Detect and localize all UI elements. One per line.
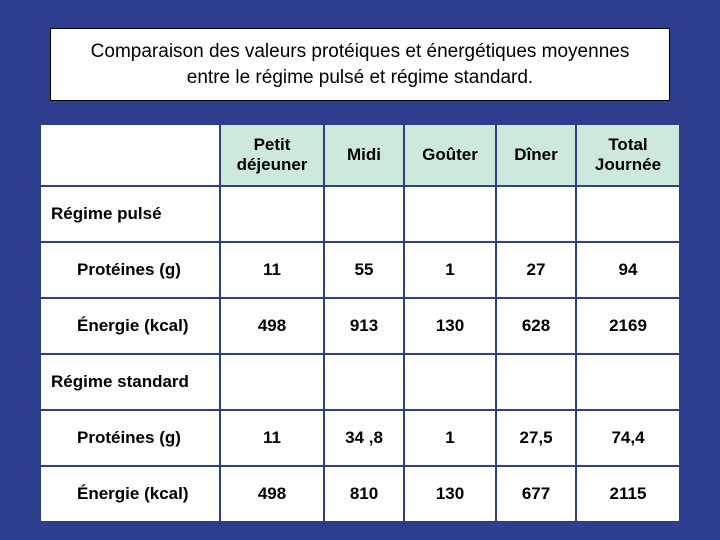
table-row: Protéines (g) 11 34 ,8 1 27,5 74,4 xyxy=(40,410,680,466)
cell: 74,4 xyxy=(576,410,680,466)
cell: 130 xyxy=(404,466,496,522)
cell-empty xyxy=(404,186,496,242)
table-header-total: Total Journée xyxy=(576,124,680,186)
cell: 1 xyxy=(404,242,496,298)
section-heading: Régime standard xyxy=(40,354,220,410)
cell: 2169 xyxy=(576,298,680,354)
table-header-blank xyxy=(40,124,220,186)
cell-empty xyxy=(324,186,404,242)
table-row: Protéines (g) 11 55 1 27 94 xyxy=(40,242,680,298)
comparison-table: Petit déjeuner Midi Goûter Dîner Total J… xyxy=(39,123,681,523)
table-header-midi: Midi xyxy=(324,124,404,186)
cell: 94 xyxy=(576,242,680,298)
cell-empty xyxy=(496,354,576,410)
cell: 11 xyxy=(220,410,324,466)
cell-empty xyxy=(220,354,324,410)
cell: 130 xyxy=(404,298,496,354)
cell: 810 xyxy=(324,466,404,522)
section-heading-row: Régime standard xyxy=(40,354,680,410)
row-label: Énergie (kcal) xyxy=(40,466,220,522)
cell-empty xyxy=(220,186,324,242)
cell: 498 xyxy=(220,298,324,354)
cell-empty xyxy=(324,354,404,410)
cell-empty xyxy=(404,354,496,410)
cell: 2115 xyxy=(576,466,680,522)
cell: 34 ,8 xyxy=(324,410,404,466)
title-line-1: Comparaison des valeurs protéiques et én… xyxy=(63,39,657,65)
table-header-petitdej: Petit déjeuner xyxy=(220,124,324,186)
cell: 55 xyxy=(324,242,404,298)
cell-empty xyxy=(576,186,680,242)
cell: 27,5 xyxy=(496,410,576,466)
table-header-row: Petit déjeuner Midi Goûter Dîner Total J… xyxy=(40,124,680,186)
row-label: Protéines (g) xyxy=(40,410,220,466)
slide: Comparaison des valeurs protéiques et én… xyxy=(0,0,720,540)
cell: 913 xyxy=(324,298,404,354)
cell-empty xyxy=(496,186,576,242)
cell: 1 xyxy=(404,410,496,466)
cell: 498 xyxy=(220,466,324,522)
cell-empty xyxy=(576,354,680,410)
table-row: Énergie (kcal) 498 810 130 677 2115 xyxy=(40,466,680,522)
table-header-gouter: Goûter xyxy=(404,124,496,186)
title-box: Comparaison des valeurs protéiques et én… xyxy=(50,28,670,101)
row-label: Protéines (g) xyxy=(40,242,220,298)
cell: 27 xyxy=(496,242,576,298)
cell: 11 xyxy=(220,242,324,298)
section-heading-row: Régime pulsé xyxy=(40,186,680,242)
table-header-diner: Dîner xyxy=(496,124,576,186)
section-heading: Régime pulsé xyxy=(40,186,220,242)
title-line-2: entre le régime pulsé et régime standard… xyxy=(63,65,657,91)
row-label: Énergie (kcal) xyxy=(40,298,220,354)
cell: 677 xyxy=(496,466,576,522)
cell: 628 xyxy=(496,298,576,354)
table-row: Énergie (kcal) 498 913 130 628 2169 xyxy=(40,298,680,354)
